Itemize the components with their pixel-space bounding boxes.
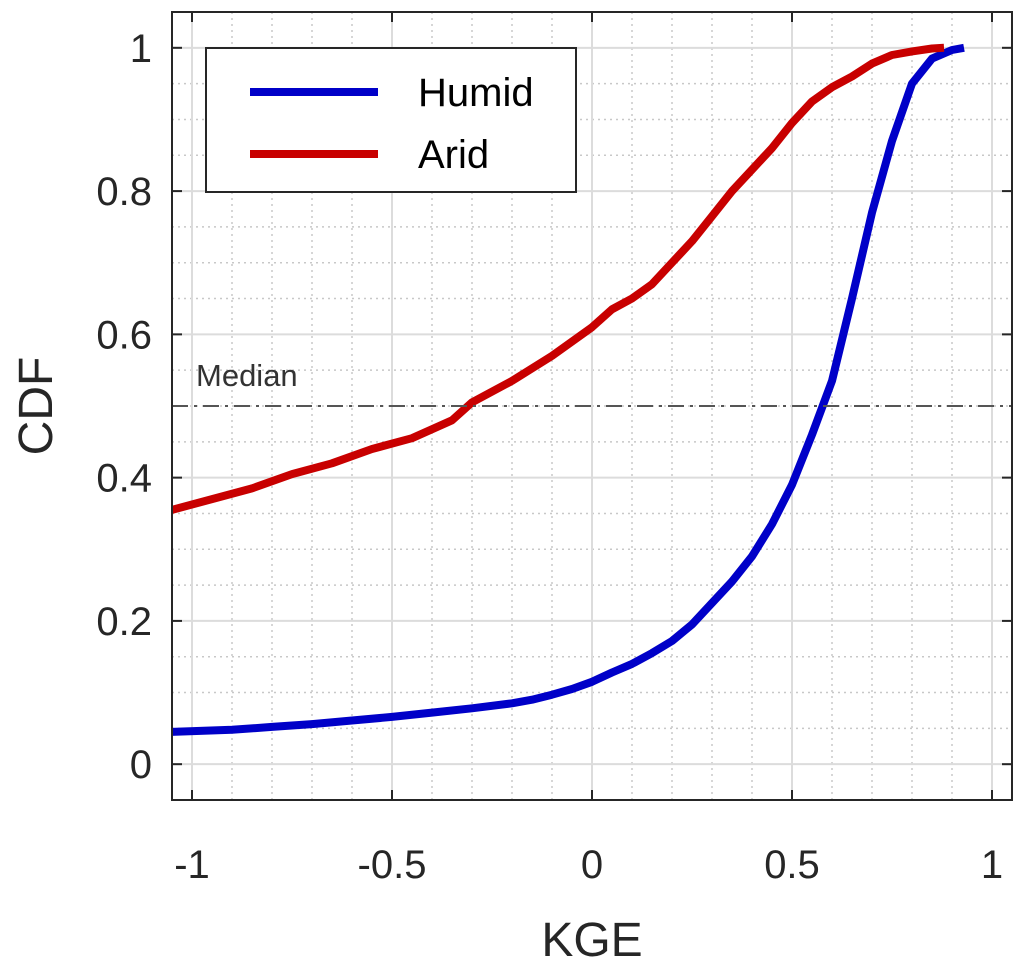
series-line-arid: [170, 43, 945, 514]
x-axis-label: KGE: [541, 914, 642, 967]
y-tick-label-0p8: 0.8: [96, 170, 152, 214]
legend-label-arid: Arid: [418, 133, 489, 177]
y-axis-label: CDF: [10, 357, 63, 456]
x-tick-label-neg1: -1: [174, 843, 210, 887]
y-tick-label-0: 0: [130, 743, 152, 787]
y-tick-labels: 0 0.2 0.4 0.6 0.8 1: [96, 27, 152, 787]
median-label: Median: [196, 358, 298, 393]
y-tick-label-0p6: 0.6: [96, 313, 152, 357]
ticks-layer: [172, 12, 1012, 800]
x-tick-label-0: 0: [581, 843, 603, 887]
x-tick-label-1: 1: [981, 843, 1003, 887]
x-tick-labels: -1 -0.5 0 0.5 1: [174, 843, 1003, 887]
x-tick-label-neg0p5: -0.5: [358, 843, 427, 887]
legend-label-humid: Humid: [418, 71, 534, 115]
y-tick-label-1: 1: [130, 27, 152, 71]
series-layer: [170, 43, 965, 736]
series-line-humid: [171, 43, 965, 736]
y-tick-label-0p4: 0.4: [96, 457, 152, 501]
x-tick-label-0p5: 0.5: [764, 843, 820, 887]
reference-line-layer: Median: [172, 358, 1012, 407]
y-tick-label-0p2: 0.2: [96, 600, 152, 644]
legend: Humid Arid: [205, 47, 577, 193]
legend-box: [205, 47, 577, 193]
